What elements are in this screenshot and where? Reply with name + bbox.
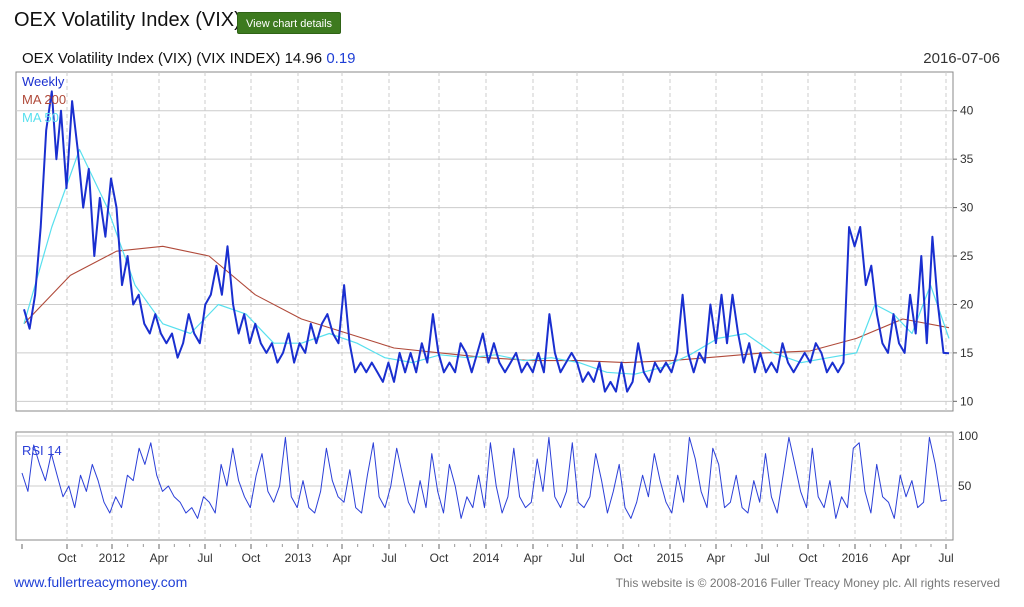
price-panel	[15, 71, 954, 412]
x-tick-label: Oct	[799, 551, 818, 565]
series-rsi-14	[21, 436, 948, 519]
rsi-y-label: 100	[958, 429, 978, 443]
price-y-label: 20	[960, 297, 974, 311]
chart-change: 0.19	[326, 50, 356, 67]
footer-copyright: This website is © 2008-2016 Fuller Treac…	[615, 576, 1000, 590]
rsi-y-label: 50	[958, 479, 972, 493]
price-y-label: 35	[960, 152, 974, 166]
x-tick-label: Jul	[381, 551, 396, 565]
x-tick-label: Apr	[892, 551, 911, 565]
x-tick-label: Oct	[58, 551, 77, 565]
legend-rsi-14: RSI 14	[22, 443, 62, 458]
legend-ma-50: MA 50	[22, 110, 59, 125]
x-tick-label: 2015	[657, 551, 684, 565]
price-y-label: 30	[960, 201, 974, 215]
chart-date: 2016-07-06	[923, 50, 1000, 67]
price-y-label: 10	[960, 394, 974, 408]
x-tick-label: Jul	[754, 551, 769, 565]
x-tick-label: Apr	[524, 551, 543, 565]
x-tick-label: Oct	[614, 551, 633, 565]
price-y-label: 40	[960, 104, 974, 118]
x-tick-label: 2016	[842, 551, 869, 565]
legend-ma-200: MA 200	[22, 92, 66, 107]
legend-weekly: Weekly	[22, 74, 65, 89]
chart-header: OEX Volatility Index (VIX) (VIX INDEX) 1…	[22, 50, 356, 67]
x-tick-label: Apr	[150, 551, 169, 565]
x-tick-label: Oct	[242, 551, 261, 565]
x-tick-label: Jul	[197, 551, 212, 565]
series-weekly	[23, 90, 950, 393]
chart-value: 14.96	[284, 50, 323, 67]
price-y-label: 15	[960, 346, 974, 360]
x-tick-label: 2014	[473, 551, 500, 565]
x-tick-label: 2013	[285, 551, 312, 565]
x-tick-label: Jul	[938, 551, 953, 565]
x-tick-label: 2012	[99, 551, 126, 565]
x-tick-label: Jul	[569, 551, 584, 565]
footer-site-link[interactable]: www.fullertreacymoney.com	[14, 574, 188, 590]
x-tick-label: Apr	[707, 551, 726, 565]
price-y-label: 25	[960, 249, 974, 263]
page-title: OEX Volatility Index (VIX)	[14, 9, 241, 31]
x-tick-label: Apr	[333, 551, 352, 565]
x-tick-label: Oct	[430, 551, 449, 565]
chart-name: OEX Volatility Index (VIX) (VIX INDEX)	[22, 50, 281, 67]
view-chart-details-button[interactable]: View chart details	[237, 12, 342, 34]
